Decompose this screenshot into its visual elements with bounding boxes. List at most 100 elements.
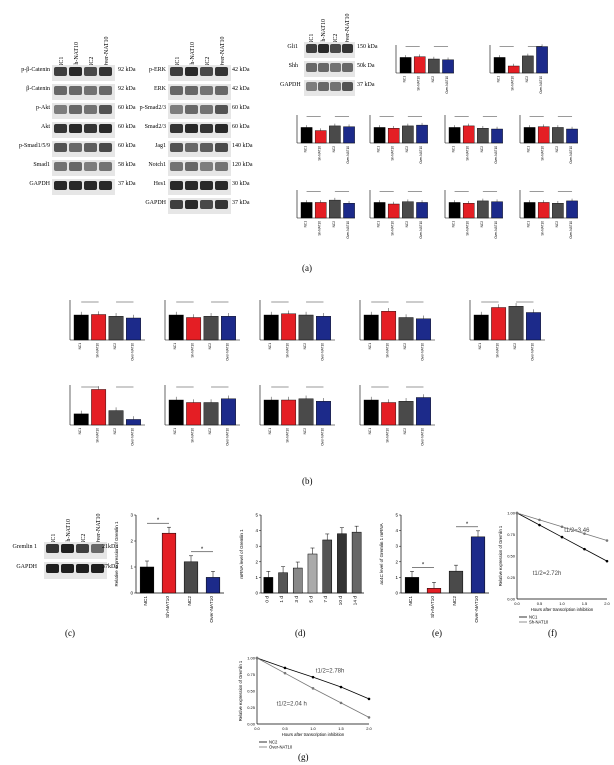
blot-row-label: GAPDH [29, 181, 50, 187]
kda-label: 60 kDa [118, 124, 136, 130]
mini-bar [491, 201, 503, 219]
mini-x-tick: NC1 [304, 221, 308, 228]
legend-label: Over-NAT10 [269, 745, 293, 750]
x-axis-label: Hours after transcription inhibition [531, 607, 594, 612]
bar [278, 572, 288, 594]
blot-band [170, 143, 183, 152]
mini-bar [298, 314, 314, 341]
mini-x-tick: Over-NAT10 [445, 76, 449, 94]
mini-bar [462, 203, 475, 219]
mini-bar [316, 316, 331, 341]
mini-bar [263, 399, 279, 426]
series-point [538, 518, 541, 522]
blot-row-label: p-Smad2/3 [139, 105, 166, 111]
mini-x-tick: Over-NAT10 [494, 221, 498, 239]
blot-band [185, 86, 198, 95]
y-tick-label: 0.00 [507, 597, 516, 602]
mini-x-tick: Over-NAT10 [494, 146, 498, 164]
mini-bar [381, 402, 397, 426]
mini-bar [566, 128, 578, 144]
blot-band [84, 86, 97, 95]
mini-chart: NC1 Sh-NAT10 NC2 Over-NAT10 [369, 115, 428, 164]
bar [161, 532, 177, 594]
mini-x-tick: NC1 [377, 221, 381, 228]
lane-header: Over-NAT10 [219, 36, 226, 68]
chart-gremlin-ac4c: 0 1 2 3 4 5 ac4C level of Gremlin 1 mRNA NC1 Sh-… [379, 513, 489, 623]
mini-x-tick: NC1 [78, 343, 82, 350]
mini-x-tick: NC2 [332, 146, 336, 153]
mini-bar [373, 127, 386, 144]
blot-band [69, 67, 82, 76]
x-tick-label: 0.0 [254, 726, 260, 731]
blot-band [215, 105, 228, 114]
y-tick-label: 2 [255, 559, 258, 564]
mini-bar [522, 55, 534, 74]
sig-star: * [157, 518, 160, 524]
mini-x-tick: NC1 [527, 221, 531, 228]
blot-row-label: ERK [154, 86, 166, 92]
x-tick-label: 3 d [294, 596, 300, 603]
sig-star: * [422, 562, 425, 568]
kda-label: 42 kDa [232, 86, 250, 92]
blot-band [200, 124, 213, 133]
mini-bar [416, 202, 428, 219]
mini-bar [523, 202, 536, 219]
blot-band [84, 105, 97, 114]
mini-x-tick: NC2 [403, 428, 407, 435]
series-point [538, 523, 541, 527]
y-axis-label: Relative expression of Gremlin 1 [114, 521, 119, 587]
mini-bar [477, 128, 489, 144]
mini-x-tick: NC1 [478, 343, 482, 350]
series-point [515, 511, 519, 515]
blot-band [318, 82, 329, 91]
blot-band [54, 124, 67, 133]
blot-band [170, 105, 183, 114]
blot-band [91, 544, 104, 553]
halflife-annotation: t1/2=2.04 h [277, 702, 307, 708]
mini-x-tick: NC1 [268, 343, 272, 350]
bar [307, 553, 318, 594]
x-tick-label: 1.0 [559, 601, 565, 606]
series-point [605, 559, 609, 563]
y-tick-label: 0.25 [247, 705, 256, 710]
blot-band [342, 44, 353, 53]
blot-band [170, 67, 183, 76]
mini-chart: NC1 Sh-NAT10 NC2 Over-NAT10 [164, 300, 240, 361]
mini-bar [314, 202, 327, 219]
mini-bar [168, 314, 184, 341]
mini-x-tick: Sh-NAT10 [191, 428, 195, 443]
blot-row-label: Smad2/3 [144, 124, 166, 130]
mini-bar [203, 316, 219, 341]
blot-band [215, 181, 228, 190]
mini-bar [300, 127, 313, 144]
mini-chart: NC1 Sh-NAT10 NC2 Over-NAT10 [469, 300, 545, 361]
blot-band [185, 124, 198, 133]
blot-band [200, 181, 213, 190]
kda-label: 140 kDa [232, 143, 253, 149]
mini-chart: NC1 Sh-NAT10 NC2 Over-NAT10 [519, 190, 578, 239]
mini-bar [73, 314, 89, 341]
mini-bar [402, 201, 414, 219]
mini-bar [442, 59, 454, 74]
blot-band [200, 200, 213, 209]
series-point [255, 656, 259, 660]
mini-bar [537, 126, 550, 144]
series-line [256, 657, 370, 700]
kda-label: 60 kDa [118, 105, 136, 111]
y-tick-label: 0 [130, 591, 133, 596]
mini-x-tick: Over-NAT10 [569, 146, 573, 164]
mini-bar [314, 130, 327, 144]
blot-band [185, 181, 198, 190]
panel-letter-g: (g) [298, 752, 309, 762]
mini-x-tick: Sh-NAT10 [386, 428, 390, 443]
mini-chart: NC1 Sh-NAT10 NC2 Over-NAT10 [259, 300, 335, 361]
mini-bar [298, 398, 314, 426]
bar [337, 533, 347, 594]
blot-band [54, 67, 67, 76]
mini-chart: NC1 Sh-NAT10 NC2 Over-NAT10 [69, 385, 145, 446]
x-tick-label: Sh-NAT10 [165, 596, 171, 618]
mini-bar [281, 399, 297, 426]
blot-row-label: Gremlin 1 [12, 544, 38, 550]
mini-x-tick: NC2 [303, 343, 307, 350]
blot-band [318, 63, 329, 72]
